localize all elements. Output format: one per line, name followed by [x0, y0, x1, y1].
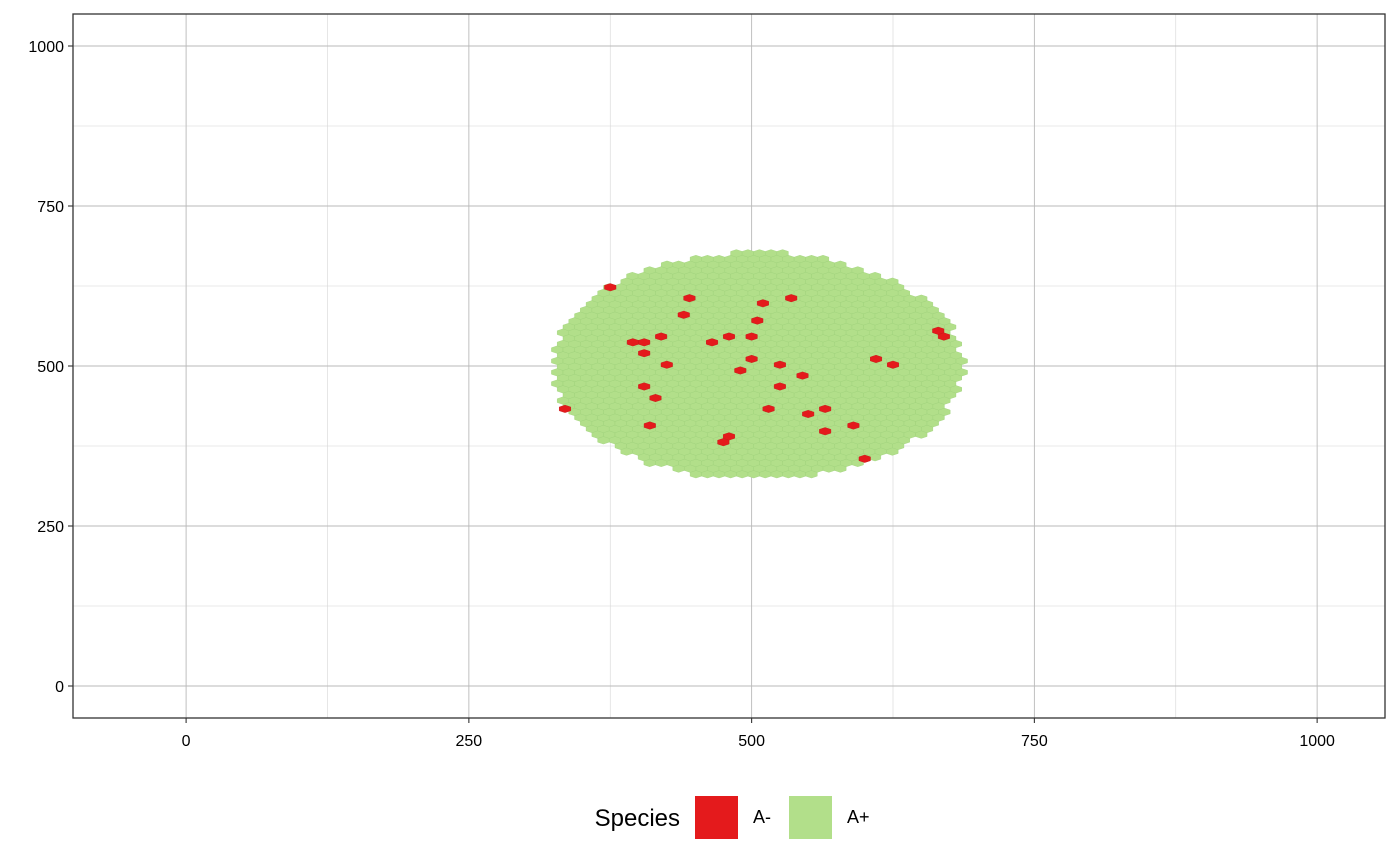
cell-a-minus — [655, 332, 668, 341]
cell-a-minus — [762, 404, 775, 413]
cell-a-minus — [638, 349, 651, 358]
y-tick-label: 0 — [55, 679, 64, 696]
legend-title: Species — [595, 805, 680, 832]
cell-a-plus — [869, 272, 882, 281]
cell-a-minus — [604, 283, 617, 292]
cell-a-minus — [643, 421, 656, 430]
cell-a-plus — [851, 266, 864, 275]
cell-a-minus — [751, 316, 764, 325]
cell-a-minus — [819, 404, 832, 413]
cell-a-plus — [915, 294, 928, 303]
cell-a-plus — [701, 255, 714, 264]
cell-a-minus — [773, 382, 786, 391]
cell-a-minus — [870, 354, 883, 363]
y-tick-label: 500 — [37, 359, 64, 376]
cell-a-minus — [796, 371, 809, 380]
x-tick-label: 0 — [182, 733, 191, 750]
cell-a-minus — [649, 394, 662, 402]
cell-a-minus — [638, 338, 651, 347]
cell-a-minus — [847, 421, 860, 430]
cell-a-minus — [717, 438, 730, 447]
cell-a-minus — [706, 338, 719, 347]
axes: 0 250 500 750 1000 0 250 500 750 1000 — [28, 39, 1335, 750]
cell-a-plus — [793, 255, 806, 264]
cell-a-minus — [683, 294, 696, 303]
x-tick-label: 250 — [456, 733, 483, 750]
cell-a-plus — [661, 260, 673, 269]
y-tick-label: 750 — [37, 199, 64, 216]
cell-a-plus — [776, 249, 789, 258]
cell-a-minus — [802, 410, 815, 418]
cell-a-minus — [660, 360, 673, 369]
cell-a-plus — [805, 255, 818, 264]
cell-a-minus — [559, 404, 571, 413]
cell-a-minus — [626, 338, 639, 347]
x-tick-label: 1000 — [1299, 733, 1335, 750]
cell-a-plus — [672, 260, 685, 269]
cell-a-minus — [937, 332, 950, 341]
cell-a-minus — [819, 427, 832, 436]
cell-a-minus — [785, 294, 798, 303]
cell-a-minus — [756, 299, 769, 308]
cell-a-plus — [886, 277, 899, 286]
cell-a-plus — [643, 266, 656, 275]
cell-a-plus — [689, 255, 702, 264]
cell-a-minus — [745, 332, 758, 341]
cell-a-plus — [626, 272, 639, 281]
cell-a-plus — [834, 260, 847, 269]
x-tick-label: 500 — [738, 733, 765, 750]
cell-a-minus — [773, 360, 786, 369]
cell-a-plus — [765, 249, 778, 258]
colony-a-plus — [551, 249, 968, 479]
series-a-minus — [559, 283, 950, 463]
cell-a-plus — [753, 249, 766, 258]
legend-swatch — [695, 796, 738, 839]
legend-label: A+ — [847, 807, 870, 827]
cell-a-plus — [817, 255, 830, 264]
cell-a-minus — [677, 310, 690, 319]
cell-a-minus — [745, 354, 758, 363]
cell-a-minus — [638, 382, 651, 391]
cell-a-plus — [713, 255, 725, 264]
y-tick-label: 250 — [37, 519, 64, 536]
cell-a-minus — [858, 454, 871, 463]
cell-a-minus — [723, 332, 735, 341]
cell-a-minus — [887, 360, 899, 369]
x-tick-label: 750 — [1021, 733, 1048, 750]
legend-swatch — [789, 796, 832, 839]
cell-a-minus — [734, 366, 747, 375]
cell-a-plus — [730, 249, 743, 258]
y-tick-label: 1000 — [28, 39, 64, 56]
legend: Species A- A+ — [595, 796, 870, 839]
cell-a-plus — [741, 249, 754, 258]
legend-label: A- — [753, 807, 771, 827]
